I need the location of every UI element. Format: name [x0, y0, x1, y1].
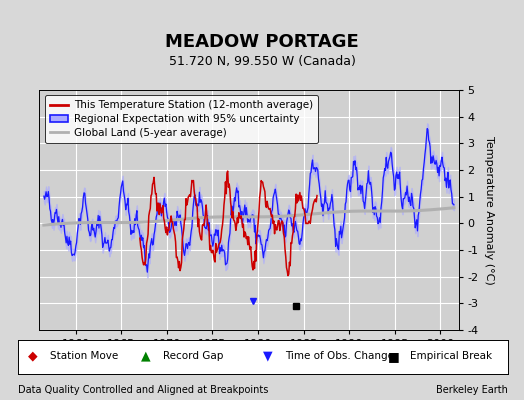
- Text: Data Quality Controlled and Aligned at Breakpoints: Data Quality Controlled and Aligned at B…: [18, 385, 269, 395]
- Text: Record Gap: Record Gap: [163, 351, 223, 361]
- Legend: This Temperature Station (12-month average), Regional Expectation with 95% uncer: This Temperature Station (12-month avera…: [45, 95, 318, 143]
- Y-axis label: Temperature Anomaly (°C): Temperature Anomaly (°C): [484, 136, 494, 284]
- Text: ◆: ◆: [28, 350, 38, 363]
- Text: 51.720 N, 99.550 W (Canada): 51.720 N, 99.550 W (Canada): [169, 56, 355, 68]
- Text: ■: ■: [388, 350, 400, 363]
- Text: Station Move: Station Move: [50, 351, 118, 361]
- Text: Berkeley Earth: Berkeley Earth: [436, 385, 508, 395]
- Text: ▼: ▼: [264, 350, 273, 363]
- Text: Time of Obs. Change: Time of Obs. Change: [286, 351, 395, 361]
- Text: MEADOW PORTAGE: MEADOW PORTAGE: [165, 33, 359, 51]
- Text: Empirical Break: Empirical Break: [410, 351, 493, 361]
- Text: ▲: ▲: [141, 350, 150, 363]
